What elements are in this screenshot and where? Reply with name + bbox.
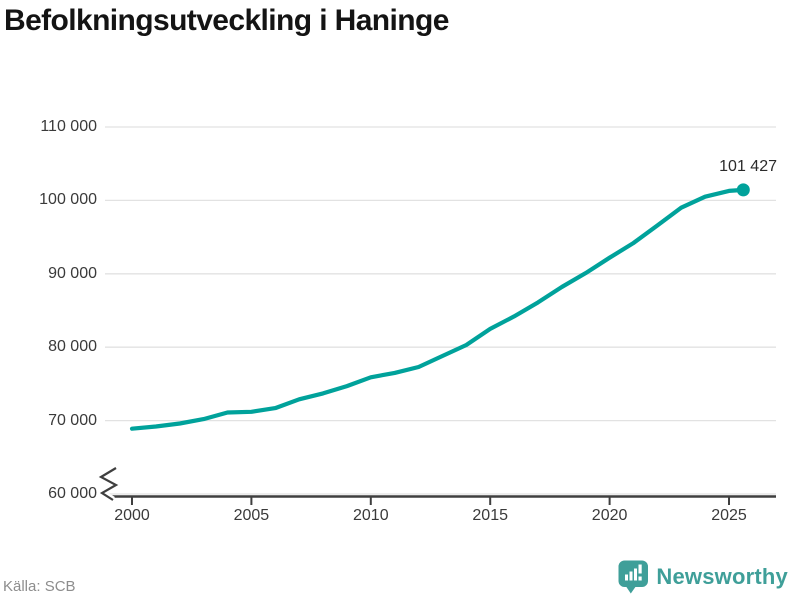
last-point-marker bbox=[736, 183, 750, 197]
y-tick-label: 60 000 bbox=[48, 485, 97, 502]
y-tick-label: 80 000 bbox=[48, 338, 97, 356]
brand-name: Newsworthy bbox=[656, 564, 788, 589]
y-axis-break-icon bbox=[98, 467, 119, 501]
source-note: Källa: SCB bbox=[3, 578, 76, 595]
x-tick-label: 2015 bbox=[472, 507, 508, 524]
page-title: Befolkningsutveckling i Haninge bbox=[4, 4, 449, 37]
population-line bbox=[129, 187, 746, 431]
x-tick-label: 2020 bbox=[591, 507, 628, 524]
y-tick-label: 70 000 bbox=[48, 411, 97, 429]
x-tick-label: 2000 bbox=[114, 507, 150, 524]
newsworthy-logo: Newsworthy bbox=[618, 559, 788, 595]
x-tick-label: 2005 bbox=[233, 507, 270, 524]
y-tick-label: 90 000 bbox=[48, 264, 97, 282]
last-value-label: 101 427 bbox=[719, 158, 777, 175]
y-tick-label: 110 000 bbox=[40, 118, 97, 135]
y-tick-label: 100 000 bbox=[39, 191, 97, 209]
x-tick-label: 2025 bbox=[711, 507, 747, 524]
x-tick-label: 2010 bbox=[353, 507, 389, 524]
bar-chart-speech-bubble-icon bbox=[618, 560, 649, 595]
